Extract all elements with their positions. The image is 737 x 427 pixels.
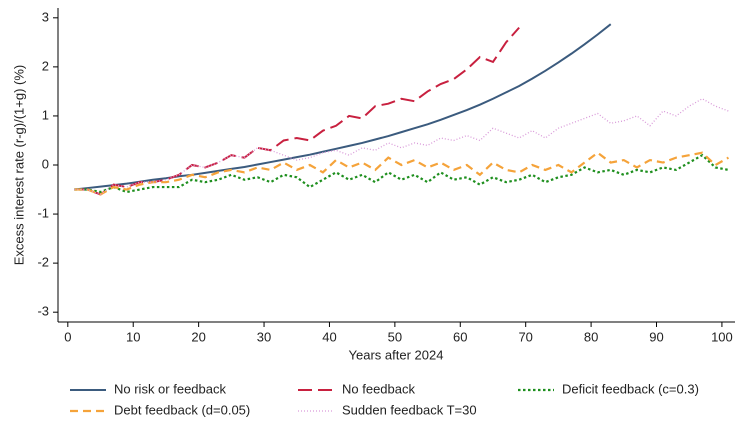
x-tick-label: 80 bbox=[584, 329, 598, 344]
y-tick-label: -3 bbox=[37, 304, 49, 319]
x-tick-label: 40 bbox=[322, 329, 336, 344]
legend-label: No feedback bbox=[342, 381, 415, 396]
series-line bbox=[74, 98, 729, 196]
x-tick-label: 90 bbox=[649, 329, 663, 344]
y-tick-label: -2 bbox=[37, 255, 49, 270]
y-axis-title: Excess interest rate (r-g)/(1+g) (%) bbox=[11, 65, 26, 265]
series-line bbox=[74, 26, 520, 196]
x-tick-label: 20 bbox=[191, 329, 205, 344]
legend-label: Debt feedback (d=0.05) bbox=[114, 402, 250, 417]
x-tick-label: 70 bbox=[518, 329, 532, 344]
series-line bbox=[74, 151, 729, 196]
x-tick-label: 60 bbox=[453, 329, 467, 344]
y-tick-label: 2 bbox=[42, 58, 49, 73]
series-line bbox=[74, 23, 612, 191]
x-tick-label: 30 bbox=[257, 329, 271, 344]
x-tick-label: 100 bbox=[711, 329, 733, 344]
legend-label: Deficit feedback (c=0.3) bbox=[562, 381, 699, 396]
x-tick-label: 50 bbox=[388, 329, 402, 344]
x-tick-label: 10 bbox=[126, 329, 140, 344]
x-axis-title: Years after 2024 bbox=[349, 347, 444, 362]
y-tick-label: 3 bbox=[42, 9, 49, 24]
series-line bbox=[74, 153, 729, 194]
x-tick-label: 0 bbox=[64, 329, 71, 344]
y-tick-label: 0 bbox=[42, 156, 49, 171]
legend-label: Sudden feedback T=30 bbox=[342, 402, 477, 417]
legend-label: No risk or feedback bbox=[114, 381, 226, 396]
y-tick-label: -1 bbox=[37, 206, 49, 221]
y-tick-label: 1 bbox=[42, 107, 49, 122]
